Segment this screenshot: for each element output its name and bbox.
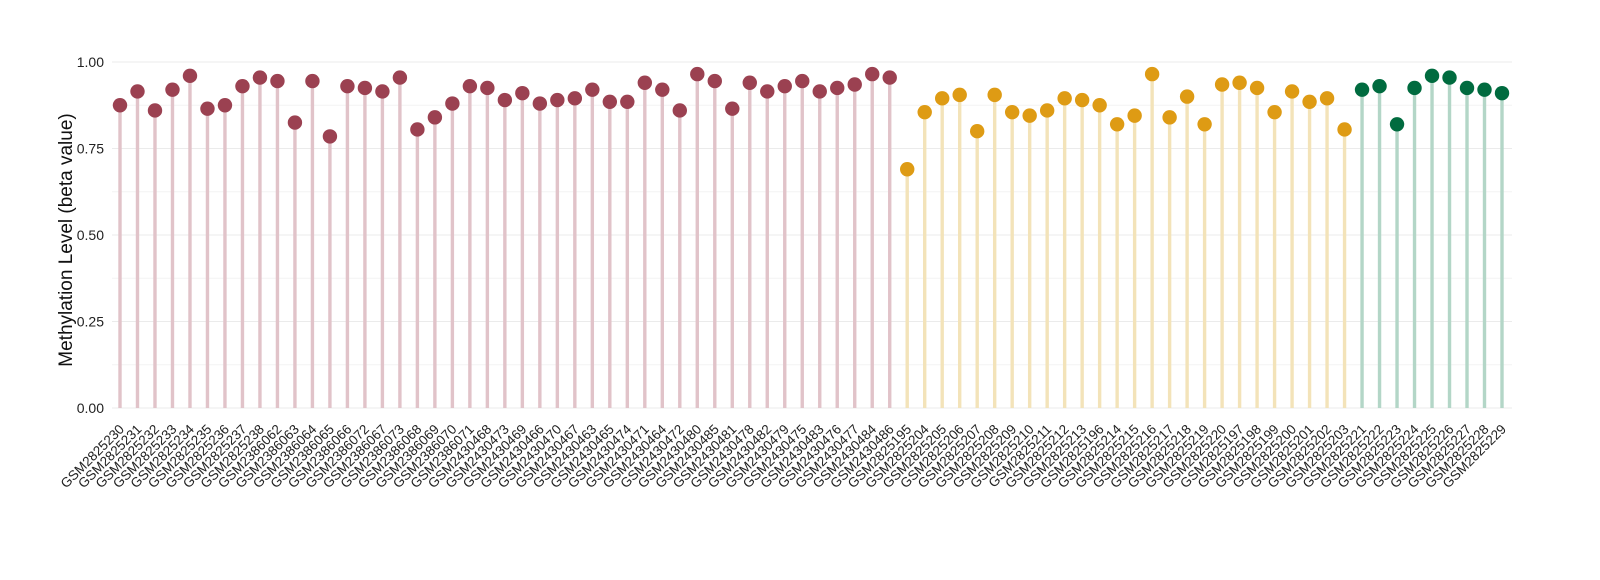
data-point [550,92,565,108]
data-point [427,110,443,125]
y-axis: 0.00 0.25 0.50 0.75 1.00 [77,54,104,416]
data-point [1232,75,1247,90]
data-point [287,115,303,130]
data-point [410,122,425,137]
data-point [987,87,1002,103]
lollipop-stems [118,74,1504,408]
data-point [725,101,740,116]
data-point [1267,104,1282,120]
data-point [1074,92,1090,108]
data-point [865,66,880,82]
data-point [1337,122,1352,137]
data-point [375,84,390,99]
data-point [130,84,145,99]
data-point [1197,117,1212,132]
data-point [1424,68,1440,84]
data-point [270,73,285,89]
data-point [515,85,530,101]
data-point [1442,70,1457,85]
data-point [1004,104,1020,120]
data-point [1162,110,1177,125]
data-point [480,80,495,96]
data-point [1494,85,1510,101]
grid-lines [112,61,1512,409]
data-point [935,91,950,106]
data-point [567,91,583,106]
data-point [357,80,373,96]
data-point [1284,84,1300,99]
data-point [1022,108,1037,123]
data-point [392,70,408,85]
data-point [760,84,775,99]
data-point [672,103,687,118]
y-tick-label: 0.75 [77,141,104,157]
data-point [532,96,548,111]
data-point [1127,108,1142,123]
data-point [217,98,233,113]
data-point [882,70,897,85]
data-point [1407,80,1422,96]
data-point [1057,91,1072,106]
y-tick-label: 0.25 [77,314,104,330]
data-point [182,68,198,84]
data-point [812,84,827,99]
data-point [1372,79,1387,94]
data-point [1249,80,1265,96]
data-point [462,79,478,94]
data-point [200,101,215,116]
data-point [322,129,338,144]
data-point [900,162,915,177]
y-tick-label: 1.00 [77,54,104,70]
data-point [1109,117,1125,132]
data-point [847,77,862,92]
data-point [235,79,250,94]
data-point [707,73,722,89]
data-point [1389,117,1405,132]
data-point [690,66,705,82]
data-point [1092,98,1107,113]
y-tick-label: 0.00 [77,400,104,416]
data-point [795,73,810,89]
data-point [340,79,355,94]
y-tick-label: 0.50 [77,227,104,243]
data-point [445,96,460,111]
data-point [252,70,268,85]
data-point [620,94,635,109]
data-point [1354,82,1370,97]
data-point [830,80,845,96]
data-point [1459,80,1475,96]
x-axis-tick-labels: GSM2825230GSM2825231GSM2825232GSM2825233… [58,421,1510,491]
data-point [952,87,967,103]
data-point [497,92,513,108]
data-point [1302,94,1317,109]
data-point [165,82,180,97]
data-point [1144,66,1160,82]
data-point [655,82,670,97]
data-point [147,103,163,118]
data-point [637,75,653,90]
data-point [1214,77,1230,92]
data-point [1039,103,1055,118]
data-point [602,94,618,109]
data-point [112,98,128,113]
data-point [1477,82,1492,97]
data-point [585,82,600,97]
lollipop-dots [112,66,1510,177]
data-point [742,75,757,90]
data-point [1319,91,1335,106]
data-point [969,124,985,139]
data-point [777,79,792,94]
data-point [1179,89,1195,104]
data-point [917,104,932,120]
y-axis-title: Methylation Level (beta value) [56,113,77,366]
data-point [305,73,320,89]
